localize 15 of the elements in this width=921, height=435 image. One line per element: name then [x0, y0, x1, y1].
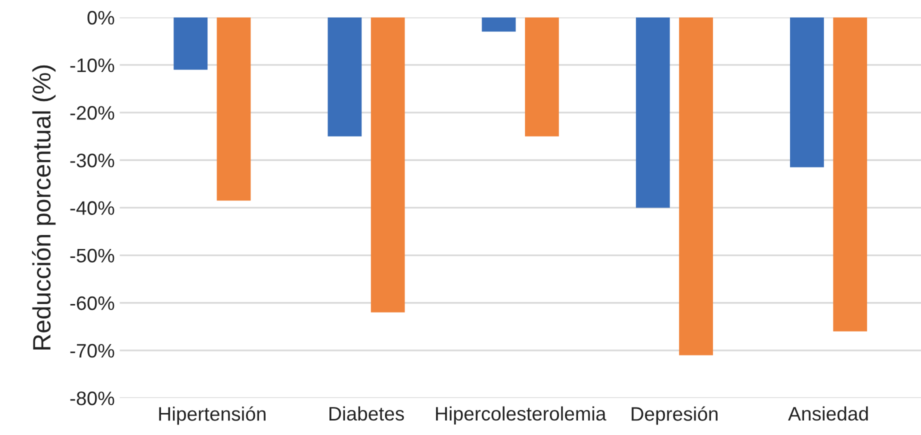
x-tick-label: Ansiedad — [788, 406, 868, 421]
y-tick-label: -40% — [70, 201, 114, 215]
y-tick-label: -80% — [70, 391, 114, 406]
y-axis-title: Reducción porcentual (%) — [32, 65, 56, 350]
y-tick-label: -30% — [70, 154, 114, 168]
y-tick-label: 0% — [88, 10, 114, 25]
y-tick-label: -20% — [70, 106, 114, 120]
x-tick-label: Diabetes — [330, 406, 404, 421]
y-tick-label: -60% — [70, 296, 114, 310]
y-tick-label: -10% — [70, 58, 114, 72]
x-tick-label: Hipertensión — [159, 406, 266, 425]
x-tick-label: Depresión — [632, 406, 718, 425]
x-tick-label: Hipercolesterolemia — [436, 406, 606, 424]
y-tick-label: -50% — [70, 248, 114, 263]
y-tick-label: -70% — [70, 344, 114, 358]
